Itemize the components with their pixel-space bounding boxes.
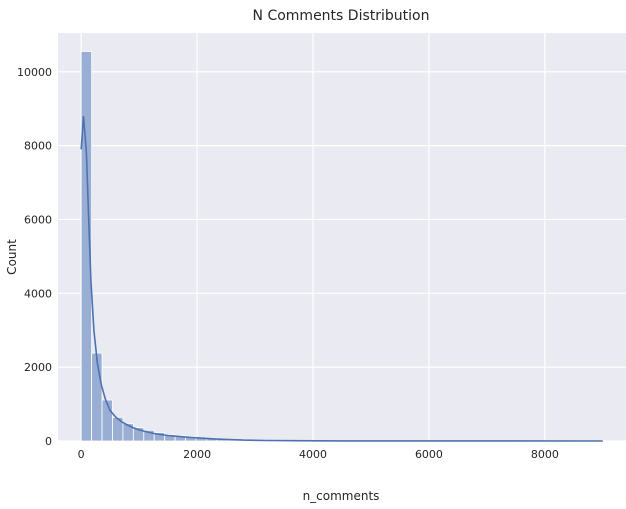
kde-curve	[80, 116, 603, 442]
x-tick-label: 8000	[531, 448, 559, 461]
x-axis-ticks: 0 2000 4000 6000 8000	[78, 448, 559, 461]
x-tick-label: 4000	[299, 448, 327, 461]
x-axis-label: n_comments	[303, 489, 380, 503]
histogram-bar	[80, 51, 93, 442]
x-tick-label: 6000	[415, 448, 443, 461]
plot-area	[58, 33, 626, 441]
y-tick-label: 6000	[24, 213, 52, 226]
x-tick-label: 2000	[183, 448, 211, 461]
y-axis-label: Count	[5, 239, 19, 275]
y-tick-label: 8000	[24, 140, 52, 153]
y-tick-label: 2000	[24, 361, 52, 374]
histogram-bar	[101, 399, 113, 442]
chart-title: N Comments Distribution	[253, 8, 430, 24]
x-tick-label: 0	[78, 448, 85, 461]
y-axis-ticks: 0 2000 4000 6000 8000 10000	[17, 66, 52, 448]
y-tick-label: 0	[45, 435, 52, 448]
y-tick-label: 4000	[24, 287, 52, 300]
histogram-bar	[91, 352, 103, 442]
y-tick-label: 10000	[17, 66, 52, 79]
